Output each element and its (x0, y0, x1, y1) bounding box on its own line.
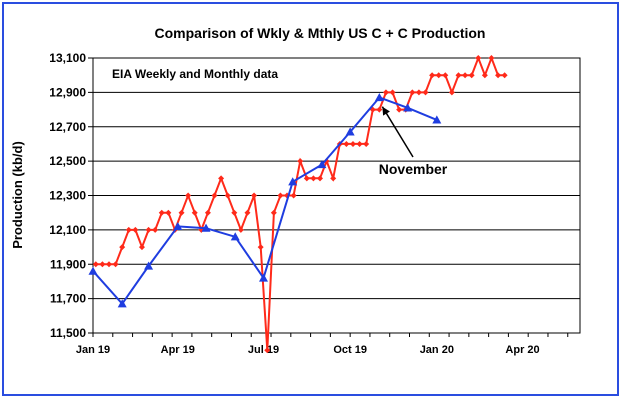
monthly-point (403, 103, 413, 112)
weekly-point (330, 175, 337, 182)
weekly-point (138, 244, 145, 251)
weekly-point (442, 72, 449, 79)
weekly-point (382, 89, 389, 96)
y-tick-label: 12,300 (49, 189, 86, 203)
weekly-point (251, 192, 258, 199)
y-tick-label: 13,100 (49, 51, 86, 65)
weekly-point (185, 192, 192, 199)
weekly-point (211, 192, 218, 199)
weekly-point (145, 226, 152, 233)
x-tick-label: Jan 20 (420, 344, 454, 356)
monthly-point (432, 115, 442, 124)
weekly-point (237, 226, 244, 233)
weekly-point (257, 244, 264, 251)
weekly-point (152, 226, 159, 233)
annotation: November (379, 106, 448, 177)
y-tick-labels: 11,500 11,700 11,900 12,100 12,300 12,500 12,7… (49, 51, 93, 340)
weekly-point (501, 72, 508, 79)
weekly-point (448, 89, 455, 96)
annotation-label: November (379, 161, 448, 177)
y-tick-label: 12,500 (49, 154, 86, 168)
monthly-point (144, 261, 154, 270)
weekly-point (119, 244, 126, 251)
x-tick-label: Jul 19 (248, 344, 279, 356)
weekly-point (297, 158, 304, 165)
weekly-point (455, 72, 462, 79)
x-tick-label: Apr 19 (161, 344, 195, 356)
monthly-point (173, 221, 183, 231)
weekly-point (132, 226, 139, 233)
weekly-point (409, 89, 416, 96)
monthly-point (201, 223, 211, 232)
monthly-point (317, 160, 327, 169)
weekly-point (495, 72, 502, 79)
weekly-point (231, 209, 238, 216)
weekly-point (317, 175, 324, 182)
weekly-point (290, 192, 297, 199)
monthly-point (258, 273, 268, 282)
monthly-series (88, 93, 442, 308)
weekly-point (106, 261, 113, 268)
weekly-point (158, 209, 165, 216)
weekly-point (481, 72, 488, 79)
x-tick-labels: Jan 19 Apr 19 Jul 19 Oct 19 Jan 20 Apr 20 (76, 333, 569, 356)
y-axis-label: Production (kb/d) (10, 141, 25, 249)
weekly-point (429, 72, 436, 79)
y-tick-label: 11,900 (50, 257, 86, 271)
monthly-point (345, 127, 355, 136)
chart-subtitle: EIA Weekly and Monthly data (112, 67, 278, 81)
monthly-point (374, 93, 384, 102)
monthly-point (88, 266, 98, 275)
weekly-point (376, 106, 383, 113)
annotation-arrowhead (382, 106, 390, 116)
monthly-point (117, 299, 127, 308)
weekly-point (310, 175, 317, 182)
weekly-point (125, 226, 132, 233)
weekly-series (92, 55, 508, 354)
y-tick-label: 12,900 (49, 85, 86, 99)
weekly-point (99, 261, 106, 268)
weekly-point (191, 209, 198, 216)
chart-title: Comparison of Wkly & Mthly US C + C Prod… (155, 25, 486, 41)
weekly-point (224, 192, 231, 199)
weekly-point (218, 175, 225, 182)
weekly-point (204, 209, 211, 216)
weekly-point (112, 261, 119, 268)
weekly-point (488, 55, 495, 61)
weekly-point (165, 209, 172, 216)
weekly-point (396, 106, 403, 113)
y-tick-label: 11,500 (50, 326, 86, 340)
weekly-point (343, 140, 350, 147)
weekly-point (349, 140, 356, 147)
weekly-point (475, 55, 482, 61)
y-tick-label: 11,700 (50, 292, 86, 306)
weekly-point (468, 72, 475, 79)
annotation-arrow (381, 106, 414, 158)
weekly-point (363, 140, 370, 147)
weekly-point (422, 89, 429, 96)
weekly-point (244, 209, 251, 216)
weekly-point (92, 261, 99, 268)
weekly-point (389, 89, 396, 96)
weekly-point (264, 347, 271, 354)
weekly-point (178, 209, 185, 216)
weekly-point (277, 192, 284, 199)
x-tick-label: Apr 20 (505, 344, 539, 356)
weekly-point (462, 72, 469, 79)
weekly-point (303, 175, 310, 182)
weekly-point (435, 72, 442, 79)
y-tick-label: 12,100 (49, 223, 86, 237)
monthly-point (288, 177, 298, 186)
weekly-point (270, 209, 277, 216)
x-tick-label: Oct 19 (333, 344, 367, 356)
weekly-point (415, 89, 422, 96)
weekly-point (356, 140, 363, 147)
x-tick-label: Jan 19 (76, 344, 110, 356)
monthly-point (230, 232, 240, 241)
y-tick-label: 12,700 (49, 120, 86, 134)
